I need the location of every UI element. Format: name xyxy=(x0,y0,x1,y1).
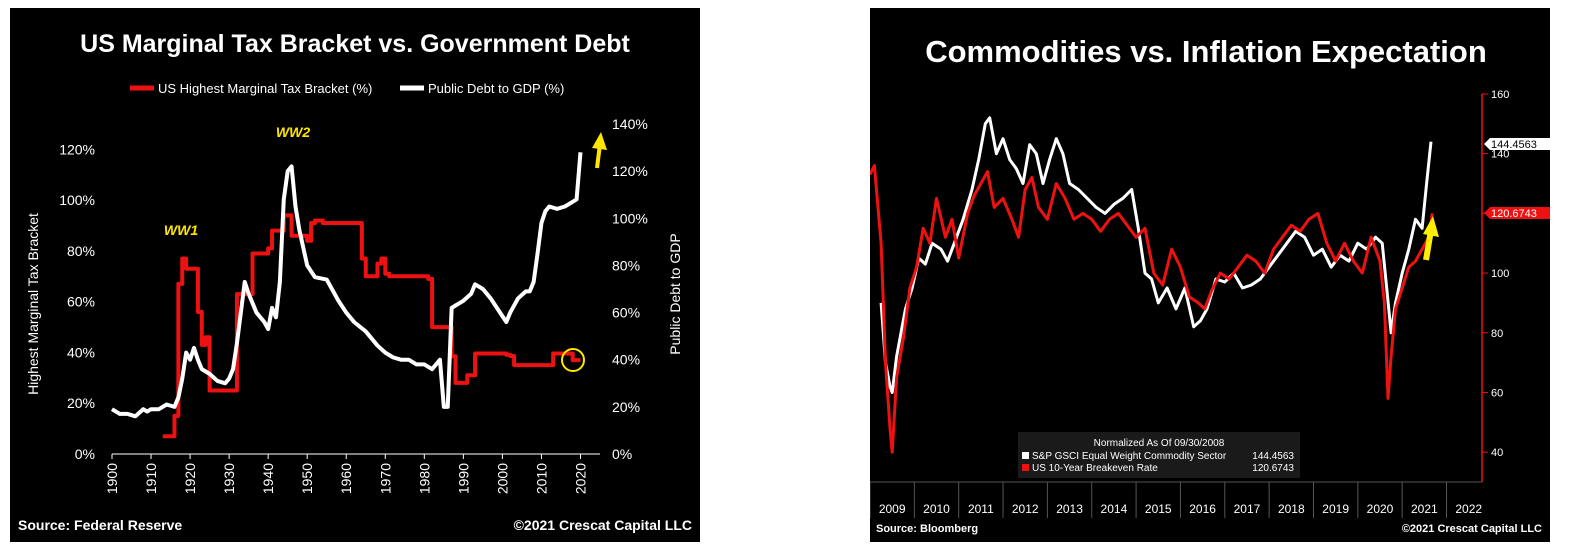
x-tick-label: 1930 xyxy=(221,463,237,494)
chart-title: US Marginal Tax Bracket vs. Government D… xyxy=(80,30,630,58)
x-tick-label: 2012 xyxy=(1012,502,1039,516)
legend-swatch-commodity xyxy=(1022,452,1029,459)
y-tick-label: 40 xyxy=(1491,447,1503,459)
legend-label-debt: Public Debt to GDP (%) xyxy=(428,81,564,96)
commodities-inflation-chart: Commodities vs. Inflation Expectation 40… xyxy=(870,34,1550,535)
annotation-ww1-label: WW1 xyxy=(164,222,198,238)
x-tick-label: 2010 xyxy=(533,463,549,494)
legend: US Highest Marginal Tax Bracket (%) Publ… xyxy=(130,81,564,96)
annotation-ww2-label: WW2 xyxy=(276,124,310,140)
y-tick-label-right: 100% xyxy=(612,210,648,226)
series-line-tax-bracket xyxy=(162,213,581,439)
y-tick-label-right: 80% xyxy=(612,257,640,273)
y-tick-label: 80 xyxy=(1491,328,1503,340)
y-tick-label-left: 120% xyxy=(59,141,95,157)
tax-debt-chart-panel: US Marginal Tax Bracket vs. Government D… xyxy=(10,8,700,542)
x-tick-label: 2019 xyxy=(1322,502,1349,516)
legend-value-commodity: 144.4563 xyxy=(1252,451,1294,462)
x-tick-label: 2021 xyxy=(1411,502,1438,516)
legend-label-commodity: S&P GSCI Equal Weight Commodity Sector xyxy=(1032,451,1227,462)
x-tick-label: 1950 xyxy=(299,463,315,494)
y-tick-label: 60 xyxy=(1491,387,1503,399)
series-line-breakeven xyxy=(870,164,1434,454)
legend-value-breakeven: 120.6743 xyxy=(1252,463,1294,474)
legend-swatch-breakeven xyxy=(1022,464,1029,471)
plot-series xyxy=(110,152,583,439)
y-tick-label-right: 120% xyxy=(612,163,648,179)
x-tick-label: 2011 xyxy=(968,502,994,516)
y-tick-label-left: 80% xyxy=(67,243,95,259)
source-label: Source: Bloomberg xyxy=(876,523,978,535)
x-tick-label: 2009 xyxy=(879,502,906,516)
y-tick-label-left: 20% xyxy=(67,395,95,411)
x-tick-label: 2017 xyxy=(1234,502,1261,516)
highlight-circle xyxy=(561,348,585,372)
copyright-label: ©2021 Crescat Capital LLC xyxy=(1402,523,1542,535)
x-tick-label: 1990 xyxy=(455,463,471,494)
x-tick-label: 1960 xyxy=(338,463,354,494)
y-tick-label-right: 0% xyxy=(612,446,632,462)
up-arrow-icon xyxy=(592,132,607,169)
series-line-public-debt xyxy=(110,152,583,419)
axes: 1900 1910 1920 1930 1940 1950 1960 1970 1980 1990… xyxy=(59,116,648,494)
legend-title: Normalized As Of 09/30/2008 xyxy=(1094,438,1225,449)
commodities-inflation-chart-panel: Commodities vs. Inflation Expectation 40… xyxy=(870,8,1550,542)
x-tick-label: 2013 xyxy=(1056,502,1083,516)
y-tick-label: 140 xyxy=(1491,149,1509,161)
x-tick-label: 1980 xyxy=(416,463,432,494)
x-tick-label: 2018 xyxy=(1278,502,1305,516)
last-value-tag-commodity: 144.4563 xyxy=(1484,138,1550,151)
copyright-label: ©2021 Crescat Capital LLC xyxy=(514,517,692,533)
y-tick-label-right: 140% xyxy=(612,116,648,132)
annotation-ww2: WW2 xyxy=(276,124,310,140)
legend-box xyxy=(1018,432,1300,478)
annotation-ww1: WW1 xyxy=(164,222,198,238)
y-tick-label-right: 20% xyxy=(612,399,640,415)
y-tick-label-left: 40% xyxy=(67,344,95,360)
x-tick-label: 2016 xyxy=(1189,502,1216,516)
axes: 4060801001201401602009201020112012201320… xyxy=(870,89,1509,518)
plot-series xyxy=(870,116,1434,454)
last-value-breakeven: 120.6743 xyxy=(1491,208,1537,220)
last-value-tag-breakeven: 120.6743 xyxy=(1484,207,1550,220)
y-tick-label: 100 xyxy=(1491,268,1509,280)
x-tick-label: 2010 xyxy=(923,502,950,516)
last-value-commodity: 144.4563 xyxy=(1491,139,1537,151)
source-label: Source: Federal Reserve xyxy=(18,517,182,533)
y-tick-label-left: 60% xyxy=(67,294,95,310)
y-axis-left-label: Highest Marginal Tax Bracket xyxy=(25,213,41,395)
x-tick-label: 2020 xyxy=(572,463,588,494)
y-tick-label-left: 100% xyxy=(59,192,95,208)
x-tick-label: 1970 xyxy=(377,463,393,494)
y-tick-label-left: 0% xyxy=(75,446,95,462)
y-tick-label: 160 xyxy=(1491,89,1509,101)
series-line-commodity xyxy=(879,116,1433,394)
y-tick-label-right: 60% xyxy=(612,305,640,321)
x-tick-label: 2022 xyxy=(1455,502,1482,516)
x-tick-label: 2015 xyxy=(1145,502,1172,516)
y-tick-label-right: 40% xyxy=(612,352,640,368)
x-tick-label: 1910 xyxy=(143,463,159,494)
x-tick-label: 1940 xyxy=(260,463,276,494)
x-tick-label: 1920 xyxy=(182,463,198,494)
x-tick-label: 2000 xyxy=(494,463,510,494)
x-tick-label: 2014 xyxy=(1101,502,1128,516)
chart-title: Commodities vs. Inflation Expectation xyxy=(925,34,1487,69)
x-tick-label: 2020 xyxy=(1367,502,1394,516)
up-arrow-icon xyxy=(1423,216,1439,261)
legend-label-tax: US Highest Marginal Tax Bracket (%) xyxy=(158,81,372,96)
y-axis-right-label: Public Debt to GDP xyxy=(667,233,683,354)
legend: Normalized As Of 09/30/2008 S&P GSCI Equ… xyxy=(1018,432,1300,478)
legend-label-breakeven: US 10-Year Breakeven Rate xyxy=(1032,463,1158,474)
x-tick-label: 1900 xyxy=(104,463,120,494)
tax-debt-chart: US Marginal Tax Bracket vs. Government D… xyxy=(18,30,692,533)
